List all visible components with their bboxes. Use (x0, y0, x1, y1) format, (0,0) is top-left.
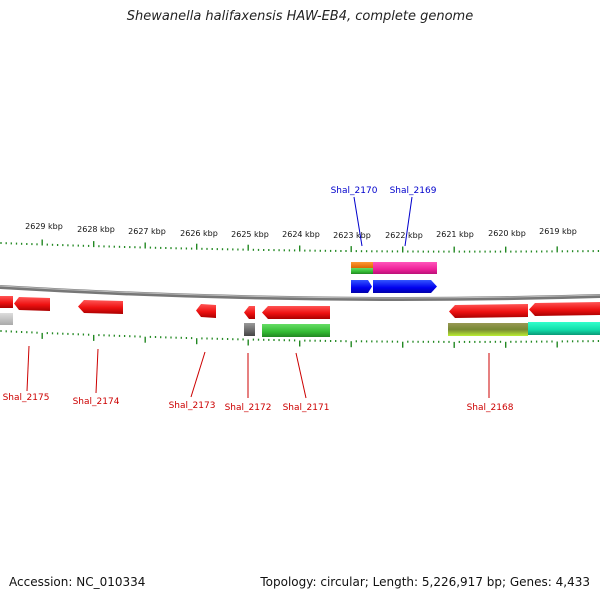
accession-text: Accession: NC_010334 (9, 575, 146, 589)
gene-arrow-shal-2169[interactable] (373, 280, 437, 293)
gene-block-gray[interactable] (244, 323, 255, 336)
reverse-strand-genes (0, 296, 600, 337)
label-shal-2169[interactable]: Shal_2169 (390, 186, 437, 196)
scale-label-2626: 2626 kbp (180, 229, 218, 238)
gene-block-olive[interactable] (448, 323, 528, 336)
gene-block-shal-2171-green[interactable] (262, 324, 330, 337)
leader-shal-2173 (190, 351, 206, 398)
gene-block-green[interactable] (351, 268, 373, 274)
gene-arrow-shal-2172[interactable] (244, 306, 255, 319)
gene-block-lightgray[interactable] (0, 313, 13, 325)
outer-scale-ticks (0, 239, 600, 253)
gene-block-magenta[interactable] (373, 262, 437, 274)
gene-arrow-shal-2174[interactable] (78, 300, 123, 314)
label-shal-2174[interactable]: Shal_2174 (73, 397, 120, 407)
scale-label-2621: 2621 kbp (436, 230, 474, 239)
leader-shal-2170 (353, 196, 363, 247)
scale-label-2627: 2627 kbp (128, 227, 166, 236)
scale-label-2624: 2624 kbp (282, 230, 320, 239)
gene-arrow-shal-2173[interactable] (196, 304, 216, 318)
gene-arrow-shal-2168[interactable] (449, 304, 528, 318)
gene-block-partial-left[interactable] (0, 296, 13, 308)
scale-label-2623: 2623 kbp (333, 231, 371, 240)
label-shal-2175[interactable]: Shal_2175 (3, 393, 50, 403)
leader-shal-2171 (295, 352, 307, 399)
genome-summary-text: Topology: circular; Length: 5,226,917 bp… (260, 575, 590, 589)
gene-arrow-right-edge[interactable] (529, 302, 600, 316)
gene-arrow-shal-2170[interactable] (351, 280, 372, 293)
top-label-lines (353, 196, 413, 247)
bottom-label-lines (26, 345, 490, 399)
scale-label-2622: 2622 kbp (385, 231, 423, 240)
scale-label-2620: 2620 kbp (488, 229, 526, 238)
leader-shal-2169 (404, 196, 413, 247)
scale-label-2619: 2619 kbp (539, 227, 577, 236)
gene-arrow-shal-2175[interactable] (14, 297, 50, 311)
genome-backbone-highlight (0, 285, 600, 299)
genome-backbone (0, 285, 600, 301)
scale-label-2629: 2629 kbp (25, 222, 63, 231)
map-title: Shewanella halifaxensis HAW-EB4, complet… (126, 9, 474, 24)
top-gene-labels: Shal_2170 Shal_2169 (331, 186, 437, 196)
gene-block-teal[interactable] (528, 322, 600, 335)
leader-shal-2174 (95, 348, 99, 394)
label-shal-2170[interactable]: Shal_2170 (331, 186, 378, 196)
gene-arrow-shal-2171[interactable] (262, 306, 330, 319)
bottom-gene-labels: Shal_2175 Shal_2174 Shal_2173 Shal_2172 … (3, 393, 514, 413)
leader-shal-2175 (26, 345, 30, 392)
label-shal-2168[interactable]: Shal_2168 (467, 403, 514, 413)
forward-strand-genes (351, 262, 437, 293)
scale-label-2625: 2625 kbp (231, 230, 269, 239)
scale-labels: 2629 kbp 2628 kbp 2627 kbp 2626 kbp 2625… (25, 222, 577, 240)
label-shal-2172[interactable]: Shal_2172 (225, 403, 272, 413)
label-shal-2171[interactable]: Shal_2171 (283, 403, 330, 413)
scale-label-2628: 2628 kbp (77, 225, 115, 234)
inner-scale-ticks (0, 330, 600, 348)
gene-block-orange[interactable] (351, 262, 373, 268)
label-shal-2173[interactable]: Shal_2173 (169, 401, 216, 411)
